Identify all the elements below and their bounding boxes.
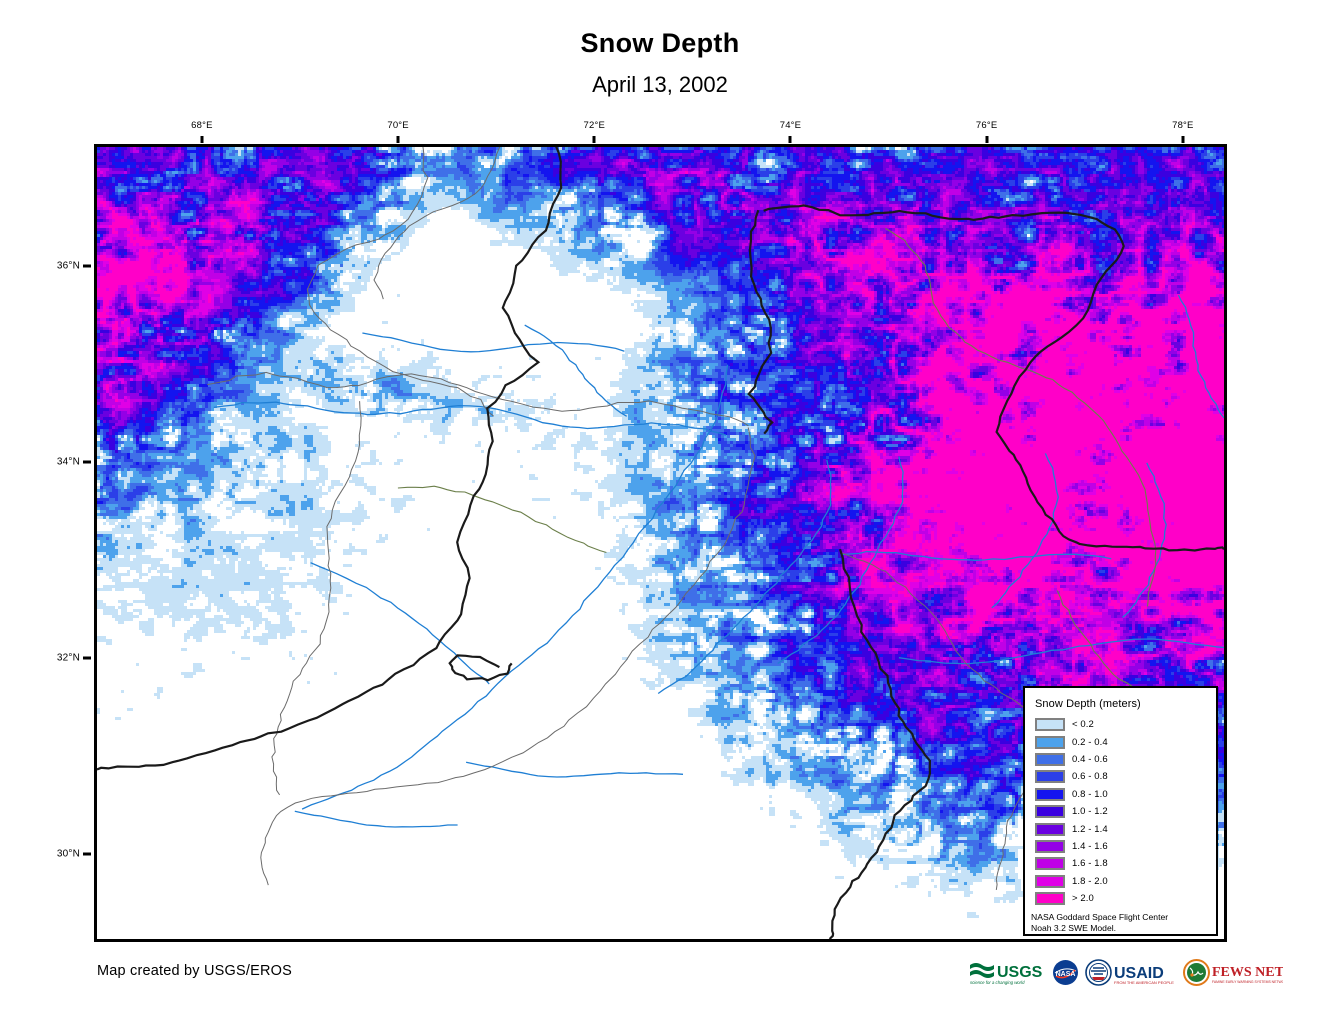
lat-tick bbox=[83, 460, 91, 464]
legend-row: 0.8 - 1.0 bbox=[1035, 786, 1216, 803]
lon-label: 68°E bbox=[191, 120, 213, 131]
legend-label: 0.2 - 0.4 bbox=[1072, 736, 1108, 748]
legend-swatch bbox=[1035, 839, 1065, 853]
usaid-logo-tagline: FROM THE AMERICAN PEOPLE bbox=[1114, 980, 1174, 985]
usgs-logo-text: USGS bbox=[997, 964, 1043, 981]
usgs-logo-tagline: science for a changing world bbox=[970, 980, 1025, 985]
legend-swatch bbox=[1035, 892, 1065, 906]
lon-tick bbox=[592, 136, 596, 143]
legend-row: 0.4 - 0.6 bbox=[1035, 751, 1216, 768]
map-credit: Map created by USGS/EROS bbox=[97, 963, 292, 979]
legend-swatch bbox=[1035, 718, 1065, 732]
legend-label: 1.4 - 1.6 bbox=[1072, 840, 1108, 852]
fewsnet-logo-tagline: FAMINE EARLY WARNING SYSTEMS NETWORK bbox=[1212, 980, 1283, 984]
legend-row: < 0.2 bbox=[1035, 716, 1216, 733]
legend-source: NASA Goddard Space Flight Center Noah 3.2… bbox=[1031, 912, 1216, 934]
lon-tick bbox=[1181, 136, 1185, 143]
legend-source-line: NASA Goddard Space Flight Center bbox=[1031, 912, 1169, 923]
lon-tick bbox=[788, 136, 792, 143]
lon-tick bbox=[200, 136, 204, 143]
legend-swatch bbox=[1035, 770, 1065, 784]
legend-swatch bbox=[1035, 874, 1065, 888]
legend-row: 0.2 - 0.4 bbox=[1035, 733, 1216, 750]
legend-label: > 2.0 bbox=[1072, 893, 1094, 905]
lon-tick bbox=[985, 136, 989, 143]
lon-label: 74°E bbox=[779, 120, 802, 131]
legend-source-line: Noah 3.2 SWE Model. bbox=[1031, 923, 1117, 934]
lat-label: 36°N bbox=[56, 260, 80, 272]
legend-title: Snow Depth (meters) bbox=[1035, 698, 1141, 710]
legend-row: > 2.0 bbox=[1035, 890, 1216, 907]
lon-label: 76°E bbox=[975, 120, 998, 131]
legend-label: 1.2 - 1.4 bbox=[1072, 823, 1108, 835]
legend-rows: < 0.2 0.2 - 0.4 0.4 - 0.6 0.6 - 0.8 0.8 - 1.… bbox=[1025, 716, 1216, 907]
lon-label: 78°E bbox=[1172, 120, 1194, 131]
fewsnet-logo[interactable]: FEWS NET FAMINE EARLY WARNING SYSTEMS NE… bbox=[1183, 959, 1283, 986]
lon-label: 70°E bbox=[387, 120, 409, 131]
legend-swatch bbox=[1035, 857, 1065, 871]
legend-panel: Snow Depth (meters) < 0.2 0.2 - 0.4 0.4 - … bbox=[1023, 686, 1218, 936]
nasa-logo[interactable]: NASA bbox=[1052, 959, 1079, 986]
lat-label: 32°N bbox=[56, 652, 80, 664]
usgs-logo[interactable]: USGS science for a changing world bbox=[968, 959, 1046, 986]
legend-swatch bbox=[1035, 805, 1065, 819]
title-block: Snow Depth April 13, 2002 bbox=[0, 0, 1320, 96]
legend-label: 0.8 - 1.0 bbox=[1072, 788, 1108, 800]
legend-swatch bbox=[1035, 787, 1065, 801]
lat-label: 34°N bbox=[56, 456, 80, 468]
legend-label: < 0.2 bbox=[1072, 719, 1094, 731]
lon-tick bbox=[396, 136, 400, 143]
legend-label: 1.6 - 1.8 bbox=[1072, 858, 1108, 870]
lon-label: 72°E bbox=[583, 120, 606, 131]
legend-swatch bbox=[1035, 735, 1065, 749]
legend-label: 0.6 - 0.8 bbox=[1072, 771, 1108, 783]
page-title: Snow Depth bbox=[580, 28, 740, 58]
lat-label: 30°N bbox=[56, 848, 80, 860]
legend-swatch bbox=[1035, 752, 1065, 766]
page-subtitle: April 13, 2002 bbox=[592, 72, 728, 97]
usaid-logo-text: USAID bbox=[1114, 965, 1164, 982]
legend-label: 1.0 - 1.2 bbox=[1072, 806, 1108, 818]
legend-label: 1.8 - 2.0 bbox=[1072, 875, 1108, 887]
lat-tick bbox=[83, 264, 91, 268]
legend-row: 0.6 - 0.8 bbox=[1035, 768, 1216, 785]
legend-row: 1.8 - 2.0 bbox=[1035, 873, 1216, 890]
legend-swatch bbox=[1035, 822, 1065, 836]
lat-tick bbox=[83, 656, 91, 660]
lat-tick bbox=[83, 852, 91, 856]
legend-label: 0.4 - 0.6 bbox=[1072, 753, 1108, 765]
fewsnet-logo-text: FEWS NET bbox=[1212, 965, 1283, 980]
legend-row: 1.0 - 1.2 bbox=[1035, 803, 1216, 820]
usaid-logo[interactable]: USAID FROM THE AMERICAN PEOPLE bbox=[1085, 959, 1177, 986]
legend-row: 1.6 - 1.8 bbox=[1035, 855, 1216, 872]
legend-row: 1.2 - 1.4 bbox=[1035, 820, 1216, 837]
legend-row: 1.4 - 1.6 bbox=[1035, 838, 1216, 855]
logo-strip: USGS science for a changing world NASA U… bbox=[968, 959, 1283, 986]
nasa-logo-text: NASA bbox=[1056, 971, 1076, 978]
